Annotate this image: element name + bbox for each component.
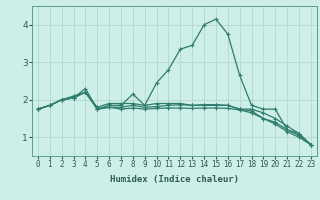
- X-axis label: Humidex (Indice chaleur): Humidex (Indice chaleur): [110, 175, 239, 184]
